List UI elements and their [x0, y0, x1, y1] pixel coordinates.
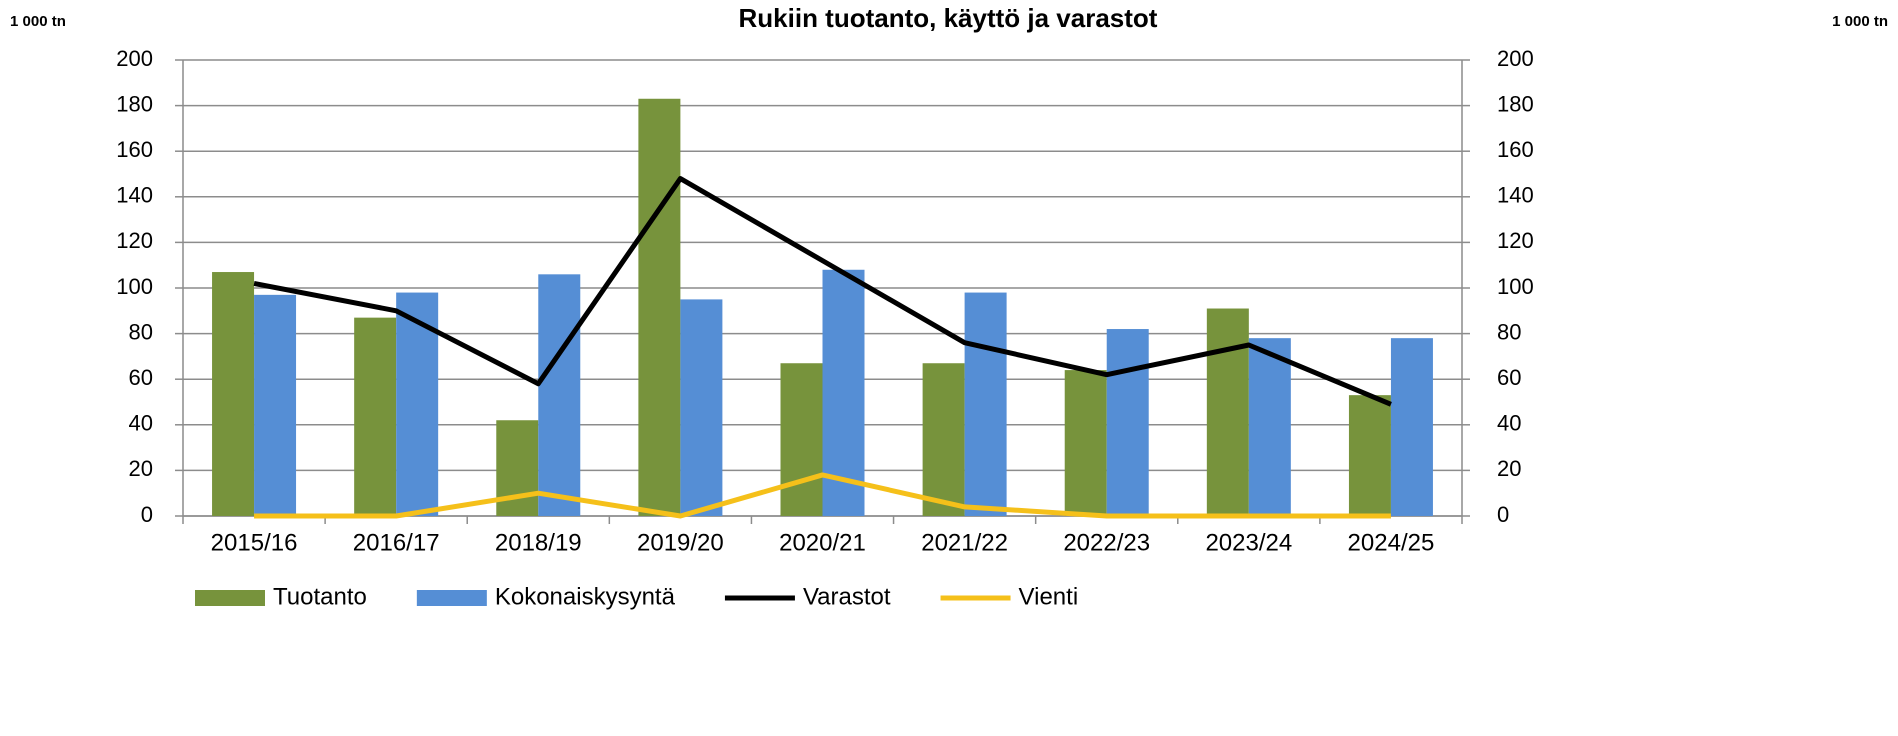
y-tick-label: 140 [116, 183, 153, 208]
y-tick-label: 20 [129, 456, 153, 481]
bar [354, 317, 397, 516]
x-tick-label: 2024/25 [1348, 529, 1435, 556]
x-tick-label: 2021/22 [921, 529, 1008, 556]
y2-tick-label: 40 [1497, 411, 1521, 436]
y-tick-label: 100 [116, 274, 153, 299]
y-tick-label: 160 [116, 137, 153, 162]
x-tick-label: 2016/17 [353, 529, 440, 556]
x-tick-label: 2020/21 [779, 529, 866, 556]
y2-tick-label: 80 [1497, 319, 1521, 344]
legend-swatch [195, 590, 265, 606]
bar [1248, 338, 1291, 516]
y2-tick-label: 140 [1497, 183, 1534, 208]
chart-title: Rukiin tuotanto, käyttö ja varastot [739, 3, 1158, 33]
x-tick-label: 2023/24 [1205, 529, 1292, 556]
bar [1390, 338, 1433, 516]
bar [496, 420, 539, 516]
line-series [253, 176, 1392, 407]
y2-tick-label: 200 [1497, 46, 1534, 71]
bar [680, 299, 723, 516]
y-tick-label: 200 [116, 46, 153, 71]
bar [1064, 370, 1107, 516]
x-tick-label: 2019/20 [637, 529, 724, 556]
y2-tick-label: 0 [1497, 502, 1509, 527]
y2-axis-label: 1 000 tn [1832, 13, 1888, 30]
legend-label: Tuotanto [273, 583, 367, 610]
x-tick-label: 2018/19 [495, 529, 582, 556]
y2-tick-label: 120 [1497, 228, 1534, 253]
x-tick-label: 2022/23 [1063, 529, 1150, 556]
y2-tick-label: 160 [1497, 137, 1534, 162]
bar [1206, 308, 1249, 516]
y-tick-label: 40 [129, 411, 153, 436]
y2-tick-label: 100 [1497, 274, 1534, 299]
legend-swatch [416, 590, 487, 606]
bar [922, 363, 965, 516]
bar [780, 363, 823, 516]
bar [1106, 329, 1149, 516]
bar [212, 272, 255, 516]
y-tick-label: 180 [116, 91, 153, 116]
bar [964, 292, 1007, 516]
legend-label: Kokonaiskysyntä [495, 583, 676, 610]
y2-tick-label: 20 [1497, 456, 1521, 481]
bar [254, 294, 297, 516]
y-tick-label: 60 [129, 365, 153, 390]
legend-label: Varastot [803, 583, 891, 610]
y-tick-label: 80 [129, 319, 153, 344]
x-tick-label: 2015/16 [211, 529, 298, 556]
y2-tick-label: 180 [1497, 91, 1534, 116]
line-series [254, 472, 1391, 519]
bar [538, 274, 581, 516]
bar [1348, 395, 1391, 516]
bar [638, 98, 681, 516]
legend-label: Vienti [1019, 583, 1079, 610]
y-axis-label: 1 000 tn [10, 13, 66, 30]
y-tick-label: 120 [116, 228, 153, 253]
y-tick-label: 0 [141, 502, 153, 527]
bar [396, 292, 439, 516]
y2-tick-label: 60 [1497, 365, 1521, 390]
